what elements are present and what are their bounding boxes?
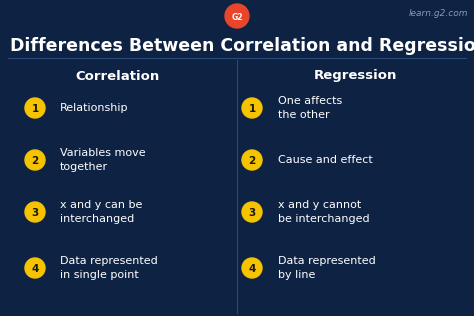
Text: learn.g2.com: learn.g2.com	[409, 9, 468, 19]
Text: Cause and effect: Cause and effect	[278, 155, 373, 165]
Text: 1: 1	[248, 104, 255, 113]
Text: 2: 2	[31, 155, 38, 166]
Text: Data represented
by line: Data represented by line	[278, 256, 376, 280]
Text: Regression: Regression	[313, 70, 397, 82]
Text: 1: 1	[31, 104, 38, 113]
Text: 4: 4	[248, 264, 255, 274]
Text: x and y cannot
be interchanged: x and y cannot be interchanged	[278, 200, 370, 224]
Circle shape	[25, 202, 45, 222]
Text: Variables move
together: Variables move together	[60, 148, 146, 172]
Text: G2: G2	[231, 13, 243, 21]
Circle shape	[242, 98, 262, 118]
Circle shape	[242, 150, 262, 170]
Text: Relationship: Relationship	[60, 103, 128, 113]
Circle shape	[225, 4, 249, 28]
Text: Differences Between Correlation and Regression: Differences Between Correlation and Regr…	[10, 37, 474, 55]
Circle shape	[25, 98, 45, 118]
Text: Correlation: Correlation	[76, 70, 160, 82]
Text: 3: 3	[31, 208, 38, 217]
Text: 4: 4	[31, 264, 39, 274]
Circle shape	[25, 150, 45, 170]
Circle shape	[242, 202, 262, 222]
Circle shape	[25, 258, 45, 278]
Text: 2: 2	[248, 155, 255, 166]
Circle shape	[242, 258, 262, 278]
Text: One affects
the other: One affects the other	[278, 96, 342, 120]
Text: x and y can be
interchanged: x and y can be interchanged	[60, 200, 142, 224]
Text: 3: 3	[248, 208, 255, 217]
Text: Data represented
in single point: Data represented in single point	[60, 256, 158, 280]
